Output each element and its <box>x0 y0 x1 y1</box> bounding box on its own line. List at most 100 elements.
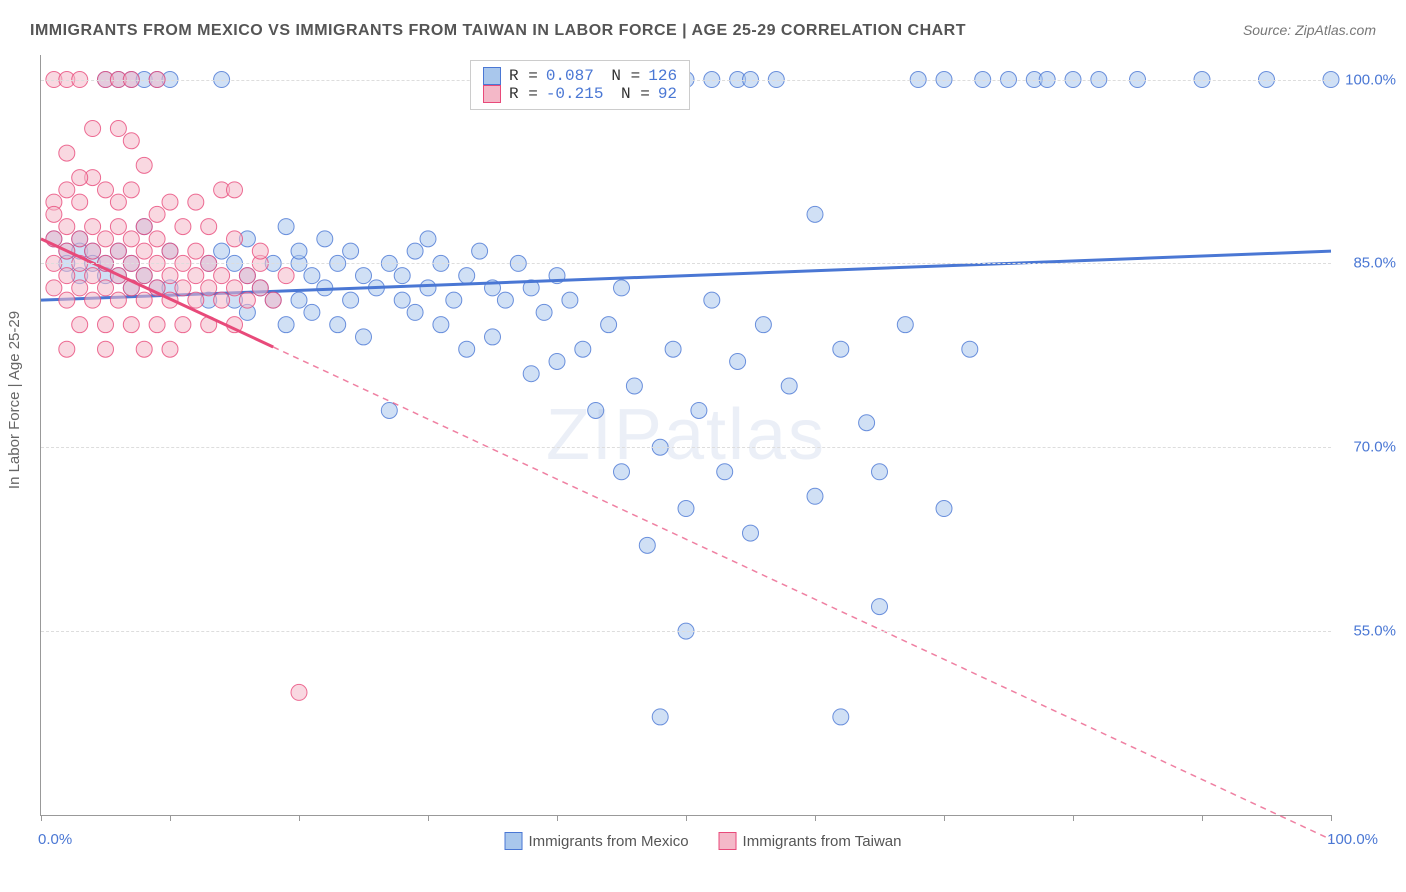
point-taiwan <box>136 243 152 259</box>
point-taiwan <box>136 157 152 173</box>
point-mexico <box>936 501 952 517</box>
point-taiwan <box>85 219 101 235</box>
point-taiwan <box>227 182 243 198</box>
x-axis-max-label: 100.0% <box>1327 831 1378 848</box>
swatch-mexico <box>505 832 523 850</box>
point-mexico <box>665 341 681 357</box>
point-taiwan <box>72 231 88 247</box>
point-taiwan <box>278 268 294 284</box>
point-taiwan <box>59 292 75 308</box>
point-taiwan <box>85 121 101 137</box>
source-attribution: Source: ZipAtlas.com <box>1243 22 1376 38</box>
point-mexico <box>343 292 359 308</box>
x-tick <box>1331 815 1332 821</box>
point-taiwan <box>59 145 75 161</box>
point-mexico <box>962 341 978 357</box>
point-taiwan <box>188 243 204 259</box>
point-taiwan <box>85 243 101 259</box>
point-taiwan <box>162 194 178 210</box>
swatch-taiwan <box>719 832 737 850</box>
y-axis-label: In Labor Force | Age 25-29 <box>6 311 23 489</box>
point-mexico <box>278 317 294 333</box>
x-tick <box>1073 815 1074 821</box>
point-taiwan <box>136 341 152 357</box>
point-mexico <box>420 231 436 247</box>
x-tick <box>41 815 42 821</box>
point-mexico <box>626 378 642 394</box>
point-taiwan <box>98 182 114 198</box>
point-taiwan <box>175 317 191 333</box>
point-taiwan <box>162 341 178 357</box>
y-tick-label: 55.0% <box>1336 623 1396 640</box>
point-mexico <box>394 268 410 284</box>
point-mexico <box>897 317 913 333</box>
chart-title: IMMIGRANTS FROM MEXICO VS IMMIGRANTS FRO… <box>30 22 966 40</box>
point-mexico <box>214 243 230 259</box>
point-mexico <box>304 304 320 320</box>
point-taiwan <box>252 243 268 259</box>
point-taiwan <box>291 684 307 700</box>
point-taiwan <box>162 243 178 259</box>
y-tick-label: 85.0% <box>1336 255 1396 272</box>
chart-svg <box>41 55 1331 815</box>
point-taiwan <box>59 182 75 198</box>
point-mexico <box>807 488 823 504</box>
point-taiwan <box>136 219 152 235</box>
point-mexico <box>614 280 630 296</box>
point-taiwan <box>239 268 255 284</box>
point-taiwan <box>72 317 88 333</box>
point-mexico <box>652 709 668 725</box>
point-taiwan <box>110 121 126 137</box>
n-value-taiwan: 92 <box>658 85 677 103</box>
point-taiwan <box>59 341 75 357</box>
point-taiwan <box>136 292 152 308</box>
point-taiwan <box>46 206 62 222</box>
point-mexico <box>278 219 294 235</box>
point-mexico <box>420 280 436 296</box>
point-mexico <box>743 525 759 541</box>
stats-label: N = <box>611 85 649 103</box>
legend-label: Immigrants from Taiwan <box>743 833 902 850</box>
point-taiwan <box>59 268 75 284</box>
stats-label: R = <box>509 67 538 85</box>
point-taiwan <box>175 280 191 296</box>
point-taiwan <box>175 219 191 235</box>
point-taiwan <box>72 170 88 186</box>
point-taiwan <box>162 268 178 284</box>
correlation-stats-box: R = 0.087 N = 126 R = -0.215 N = 92 <box>470 60 690 110</box>
point-taiwan <box>265 292 281 308</box>
x-tick <box>170 815 171 821</box>
point-taiwan <box>46 280 62 296</box>
point-mexico <box>833 341 849 357</box>
point-taiwan <box>214 268 230 284</box>
point-mexico <box>807 206 823 222</box>
point-mexico <box>730 353 746 369</box>
point-mexico <box>291 292 307 308</box>
point-mexico <box>472 243 488 259</box>
point-mexico <box>859 415 875 431</box>
point-mexico <box>433 317 449 333</box>
point-mexico <box>356 329 372 345</box>
point-mexico <box>446 292 462 308</box>
point-mexico <box>575 341 591 357</box>
point-mexico <box>304 268 320 284</box>
stats-row-taiwan: R = -0.215 N = 92 <box>483 85 677 103</box>
point-taiwan <box>188 194 204 210</box>
point-taiwan <box>188 292 204 308</box>
point-taiwan <box>110 194 126 210</box>
point-taiwan <box>98 317 114 333</box>
point-taiwan <box>136 268 152 284</box>
point-taiwan <box>201 280 217 296</box>
point-mexico <box>639 537 655 553</box>
point-taiwan <box>201 219 217 235</box>
legend-bottom: Immigrants from Mexico Immigrants from T… <box>505 832 902 850</box>
point-mexico <box>614 464 630 480</box>
point-taiwan <box>110 292 126 308</box>
point-taiwan <box>123 317 139 333</box>
stats-row-mexico: R = 0.087 N = 126 <box>483 67 677 85</box>
x-tick <box>557 815 558 821</box>
point-mexico <box>317 231 333 247</box>
r-value-mexico: 0.087 <box>546 67 594 85</box>
point-mexico <box>562 292 578 308</box>
point-mexico <box>717 464 733 480</box>
